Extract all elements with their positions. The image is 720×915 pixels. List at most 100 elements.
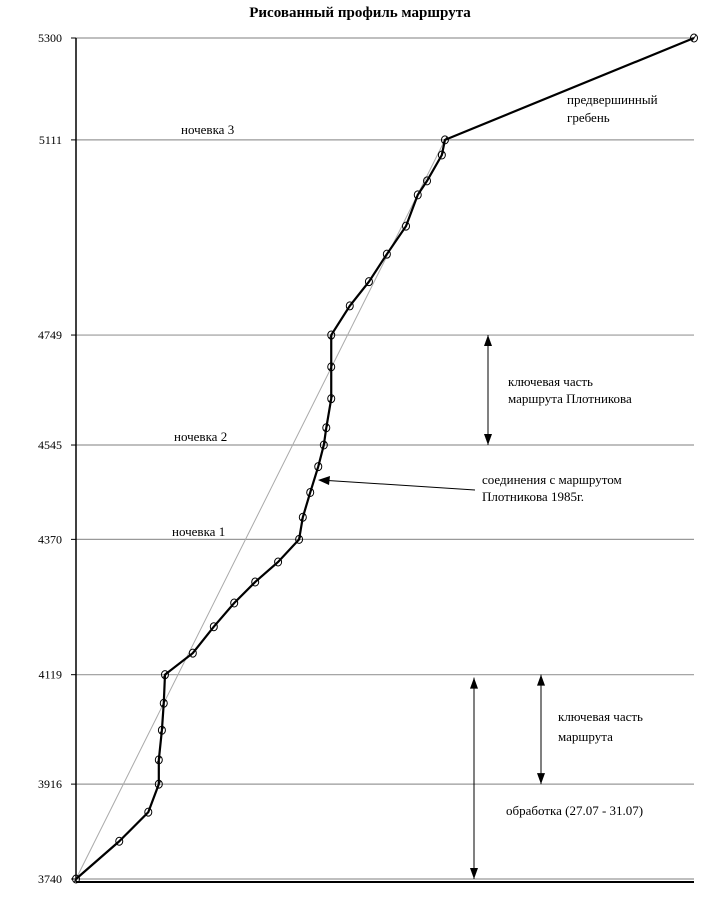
data-point-5 [157, 725, 166, 735]
data-point-21 [327, 330, 336, 340]
data-point-6 [159, 698, 168, 708]
ridge-label-line1: предвершинный [567, 92, 658, 107]
trend-line [75, 139, 446, 880]
data-point-slash-14 [300, 514, 306, 521]
data-point-18 [322, 423, 331, 433]
data-point-20 [327, 362, 336, 372]
data-point-1 [115, 836, 124, 846]
key-route-label-line2: маршрута [558, 729, 613, 744]
data-point-23 [364, 277, 373, 287]
data-point-14 [298, 512, 307, 522]
y-tick-label-4119: 4119 [38, 668, 62, 682]
data-point-24 [382, 249, 391, 259]
y-tick-label-4370: 4370 [38, 532, 62, 546]
data-point-slash-15 [307, 489, 313, 496]
camp-2-label: ночевка 2 [174, 429, 227, 444]
junction-arrow-head [318, 476, 330, 485]
data-point-19 [327, 394, 336, 404]
data-point-slash-5 [159, 726, 165, 734]
data-point-slash-27 [424, 177, 430, 185]
key-plotnikov-label-line1: ключевая часть [508, 374, 593, 389]
data-point-slash-16 [315, 463, 321, 470]
data-point-8 [188, 648, 197, 658]
data-point-slash-22 [347, 302, 353, 310]
key-plotnikov-arrow-head-top [484, 335, 492, 347]
data-point-29 [440, 135, 449, 145]
annotation-arrows [318, 335, 545, 879]
data-point-slash-7 [162, 671, 168, 678]
data-point-slash-4 [156, 756, 162, 764]
data-point-slash-19 [328, 395, 334, 402]
data-point-slash-23 [366, 278, 372, 285]
trend-line-path [75, 139, 446, 880]
data-point-slash-30 [691, 34, 697, 42]
data-point-slash-10 [231, 599, 237, 607]
y-tick-label-4545: 4545 [38, 438, 62, 452]
data-point-slash-25 [403, 222, 409, 230]
data-point-17 [319, 440, 328, 450]
data-point-3 [154, 779, 163, 789]
key-plotnikov-arrow-head-bottom [484, 434, 492, 446]
key-route-label-line1: ключевая часть [558, 709, 643, 724]
data-point-28 [437, 150, 446, 160]
processing-arrow-head-top [470, 677, 478, 689]
y-tick-label-4749: 4749 [38, 328, 62, 342]
data-point-slash-1 [116, 838, 122, 845]
annotations: ночевка 3 ночевка 2 ночевка 1 предвершин… [172, 92, 658, 818]
data-point-11 [251, 577, 260, 587]
data-point-slash-6 [161, 700, 167, 707]
data-point-slash-29 [442, 136, 448, 144]
data-point-27 [423, 176, 432, 186]
key-route-arrow-head-bottom [537, 773, 545, 785]
camp-1-label: ночевка 1 [172, 524, 225, 539]
data-point-slash-3 [156, 780, 162, 788]
data-point-slash-28 [439, 151, 445, 159]
data-point-26 [413, 190, 422, 200]
processing-arrow-head-bottom [470, 868, 478, 879]
data-point-slash-20 [328, 363, 334, 371]
data-point-slash-11 [252, 578, 258, 586]
junction-label-line2: Плотникова 1985г. [482, 489, 584, 504]
data-point-22 [345, 301, 354, 311]
data-point-15 [306, 487, 315, 497]
ridge-label-line2: гребень [567, 110, 610, 125]
data-point-4 [154, 755, 163, 765]
data-point-slash-24 [384, 250, 390, 258]
data-point-slash-0 [73, 875, 79, 883]
axes [75, 38, 694, 883]
y-tick-label-3740: 3740 [38, 872, 62, 886]
data-point-12 [274, 557, 283, 567]
data-point-slash-26 [415, 191, 421, 199]
data-point-slash-13 [296, 536, 302, 543]
key-route-arrow-head-top [537, 674, 545, 686]
profile-line [72, 33, 698, 884]
data-point-30 [690, 33, 698, 43]
data-point-slash-2 [145, 808, 151, 816]
key-plotnikov-label-line2: маршрута Плотникова [508, 391, 632, 406]
chart-title: Рисованный профиль маршрута [249, 5, 471, 21]
gridlines [71, 37, 694, 880]
junction-arrow-shaft [319, 479, 476, 491]
data-point-9 [209, 622, 218, 632]
y-tick-label-5300: 5300 [38, 31, 62, 45]
data-point-0 [72, 874, 80, 884]
data-point-13 [295, 534, 304, 544]
data-point-25 [402, 221, 411, 231]
data-point-slash-8 [190, 649, 196, 657]
y-tick-label-5111: 5111 [39, 133, 62, 147]
data-point-7 [160, 670, 169, 680]
processing-label: обработка (27.07 - 31.07) [506, 803, 643, 818]
camp-3-label: ночевка 3 [181, 122, 234, 137]
data-point-slash-18 [323, 424, 329, 431]
junction-label-line1: соединения с маршрутом [482, 472, 622, 487]
data-point-slash-9 [211, 623, 217, 630]
data-point-slash-17 [321, 441, 327, 449]
data-point-10 [230, 598, 239, 608]
data-point-2 [144, 807, 153, 817]
data-point-slash-12 [275, 558, 281, 566]
y-tick-labels: 5300 5111 4749 4545 4370 4119 3916 3740 [38, 31, 62, 886]
data-point-slash-21 [328, 331, 334, 339]
data-point-16 [314, 462, 323, 472]
y-tick-label-3916: 3916 [38, 777, 62, 791]
